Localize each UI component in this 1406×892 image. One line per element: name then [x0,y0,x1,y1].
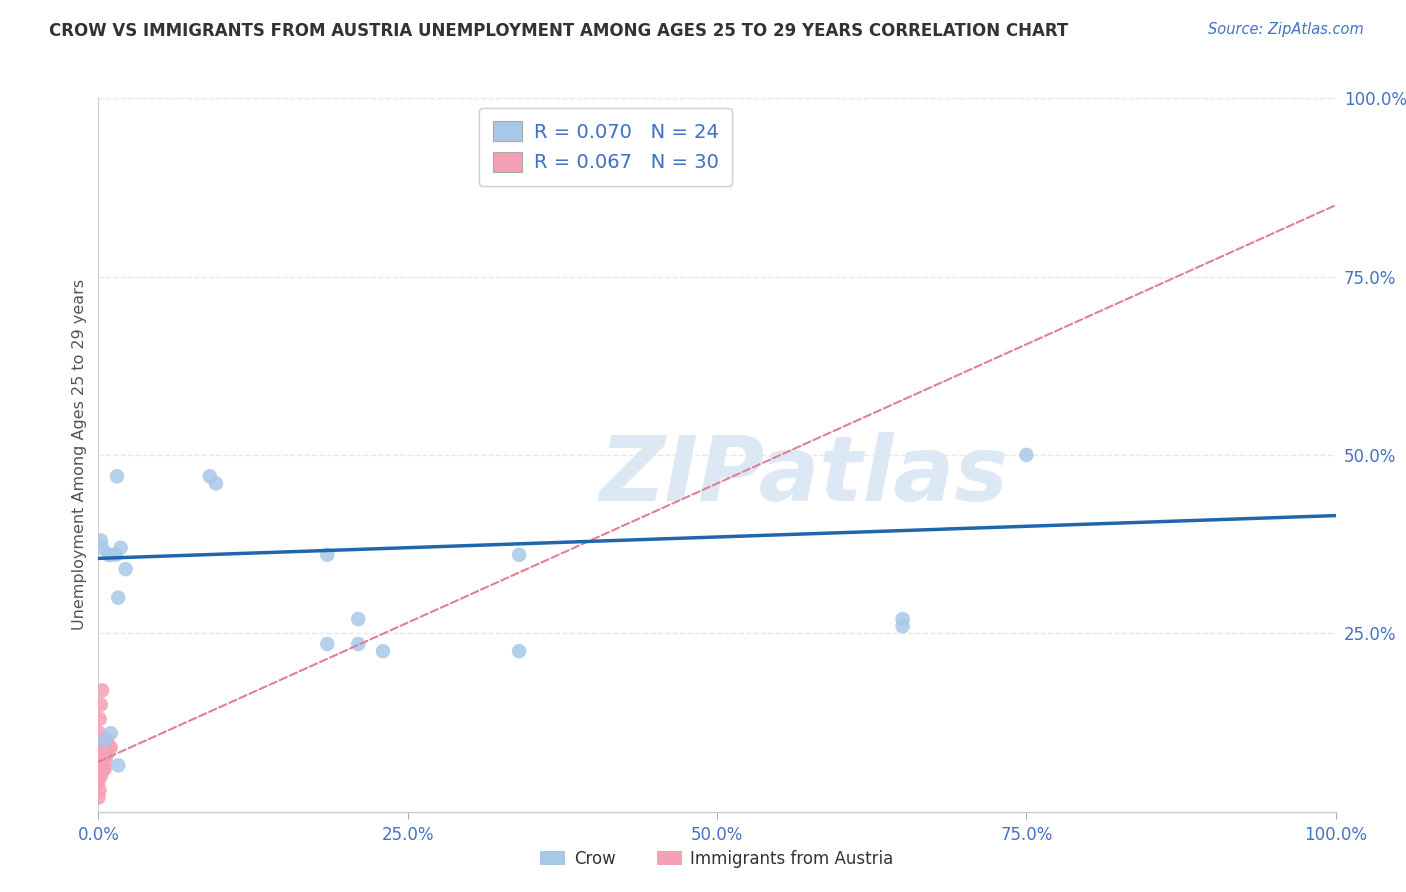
Point [316,637,339,651]
Point [107,758,129,772]
Point [91,541,114,555]
Text: Source: ZipAtlas.com: Source: ZipAtlas.com [1208,22,1364,37]
Point [114,562,136,576]
Point [97,548,120,562]
Point [100,548,122,562]
Point [89,783,111,797]
Point [87,790,110,805]
Point [93,747,115,762]
Point [91,740,114,755]
Point [100,740,122,755]
Point [90,698,112,712]
Point [371,644,394,658]
Point [87,776,110,790]
Point [347,612,370,626]
Point [891,619,914,633]
Point [1015,448,1038,462]
Point [891,612,914,626]
Point [508,548,530,562]
Point [93,733,115,747]
Point [347,637,370,651]
Point [91,683,114,698]
Point [89,769,111,783]
Point [90,740,112,755]
Point [89,740,111,755]
Point [316,548,339,562]
Point [90,755,112,769]
Point [87,755,110,769]
Point [96,747,118,762]
Point [97,740,120,755]
Point [94,740,117,755]
Point [90,769,112,783]
Point [96,733,118,747]
Point [93,762,115,776]
Legend: Crow, Immigrants from Austria: Crow, Immigrants from Austria [534,844,900,875]
Text: CROW VS IMMIGRANTS FROM AUSTRIA UNEMPLOYMENT AMONG AGES 25 TO 29 YEARS CORRELATI: CROW VS IMMIGRANTS FROM AUSTRIA UNEMPLOY… [49,22,1069,40]
Point [198,469,221,483]
Point [110,541,132,555]
Point [107,591,129,605]
Point [90,533,112,548]
Y-axis label: Unemployment Among Ages 25 to 29 years: Unemployment Among Ages 25 to 29 years [72,279,87,631]
Point [87,740,110,755]
Point [89,726,111,740]
Point [89,755,111,769]
Point [105,469,128,483]
Text: ZIPatlas: ZIPatlas [599,433,1008,520]
Point [93,762,115,776]
Point [94,755,117,769]
Point [104,548,127,562]
Point [93,733,115,747]
Legend: R = 0.070   N = 24, R = 0.067   N = 30: R = 0.070 N = 24, R = 0.067 N = 30 [479,108,733,186]
Point [93,747,115,762]
Point [91,762,114,776]
Point [205,476,228,491]
Point [508,644,530,658]
Point [87,769,110,783]
Point [89,712,111,726]
Point [100,726,122,740]
Point [93,733,115,747]
